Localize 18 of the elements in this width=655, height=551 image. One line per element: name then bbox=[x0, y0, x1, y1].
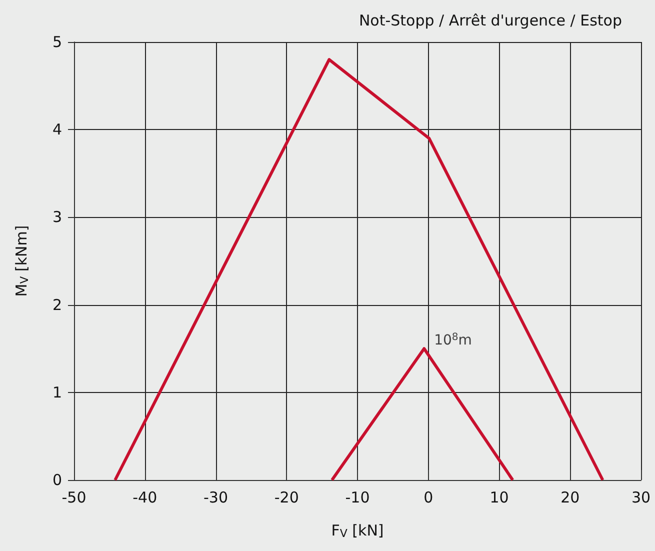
x-tick-label: 20 bbox=[560, 488, 580, 506]
x-tick-label: -40 bbox=[132, 488, 158, 506]
y-tick-label: 5 bbox=[52, 33, 62, 51]
x-tick-label: 30 bbox=[631, 488, 651, 506]
x-tick-label: -20 bbox=[274, 488, 299, 506]
x-tick-label: -50 bbox=[62, 488, 86, 506]
x-tick-label: 0 bbox=[424, 488, 434, 506]
y-tick-label: 1 bbox=[52, 383, 62, 402]
y-axis-title: MV [kNm] bbox=[12, 225, 31, 297]
y-tick-label: 3 bbox=[52, 208, 62, 226]
x-tick-label: -30 bbox=[204, 488, 228, 506]
y-tick-label: 4 bbox=[52, 120, 62, 139]
x-tick-label: 10 bbox=[490, 488, 509, 506]
x-tick-label: -10 bbox=[345, 488, 370, 506]
x-axis-title: FV [kN] bbox=[331, 522, 384, 540]
y-tick-label: 2 bbox=[52, 296, 62, 314]
chart-title: Not-Stopp / Arrêt d'urgence / Estop bbox=[358, 12, 622, 30]
y-tick-label: 0 bbox=[52, 471, 62, 489]
